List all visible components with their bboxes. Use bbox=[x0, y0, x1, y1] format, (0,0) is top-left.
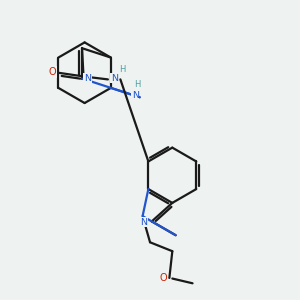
Text: H: H bbox=[134, 80, 140, 89]
Text: N: N bbox=[141, 218, 148, 226]
Text: O: O bbox=[159, 273, 166, 283]
Text: O: O bbox=[49, 67, 56, 77]
Text: N: N bbox=[111, 74, 118, 83]
Text: H: H bbox=[120, 65, 126, 74]
Text: N: N bbox=[132, 91, 139, 100]
Text: N: N bbox=[84, 74, 91, 83]
